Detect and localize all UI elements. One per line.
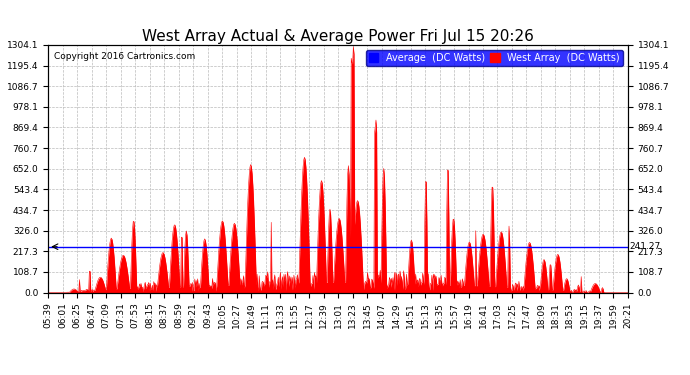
- Title: West Array Actual & Average Power Fri Jul 15 20:26: West Array Actual & Average Power Fri Ju…: [142, 29, 534, 44]
- Legend: Average  (DC Watts), West Array  (DC Watts): Average (DC Watts), West Array (DC Watts…: [366, 50, 623, 66]
- Text: 241.27: 241.27: [629, 242, 660, 251]
- Text: Copyright 2016 Cartronics.com: Copyright 2016 Cartronics.com: [54, 53, 195, 62]
